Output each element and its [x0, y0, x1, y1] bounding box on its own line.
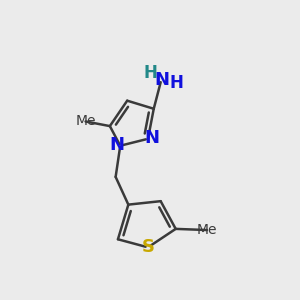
Text: N: N [109, 136, 124, 154]
Text: N: N [144, 129, 159, 147]
Text: H: H [144, 64, 158, 82]
Text: Me: Me [196, 223, 217, 237]
Text: S: S [142, 238, 154, 256]
Text: H: H [169, 74, 183, 92]
Text: Me: Me [75, 115, 96, 128]
Text: N: N [154, 71, 169, 89]
